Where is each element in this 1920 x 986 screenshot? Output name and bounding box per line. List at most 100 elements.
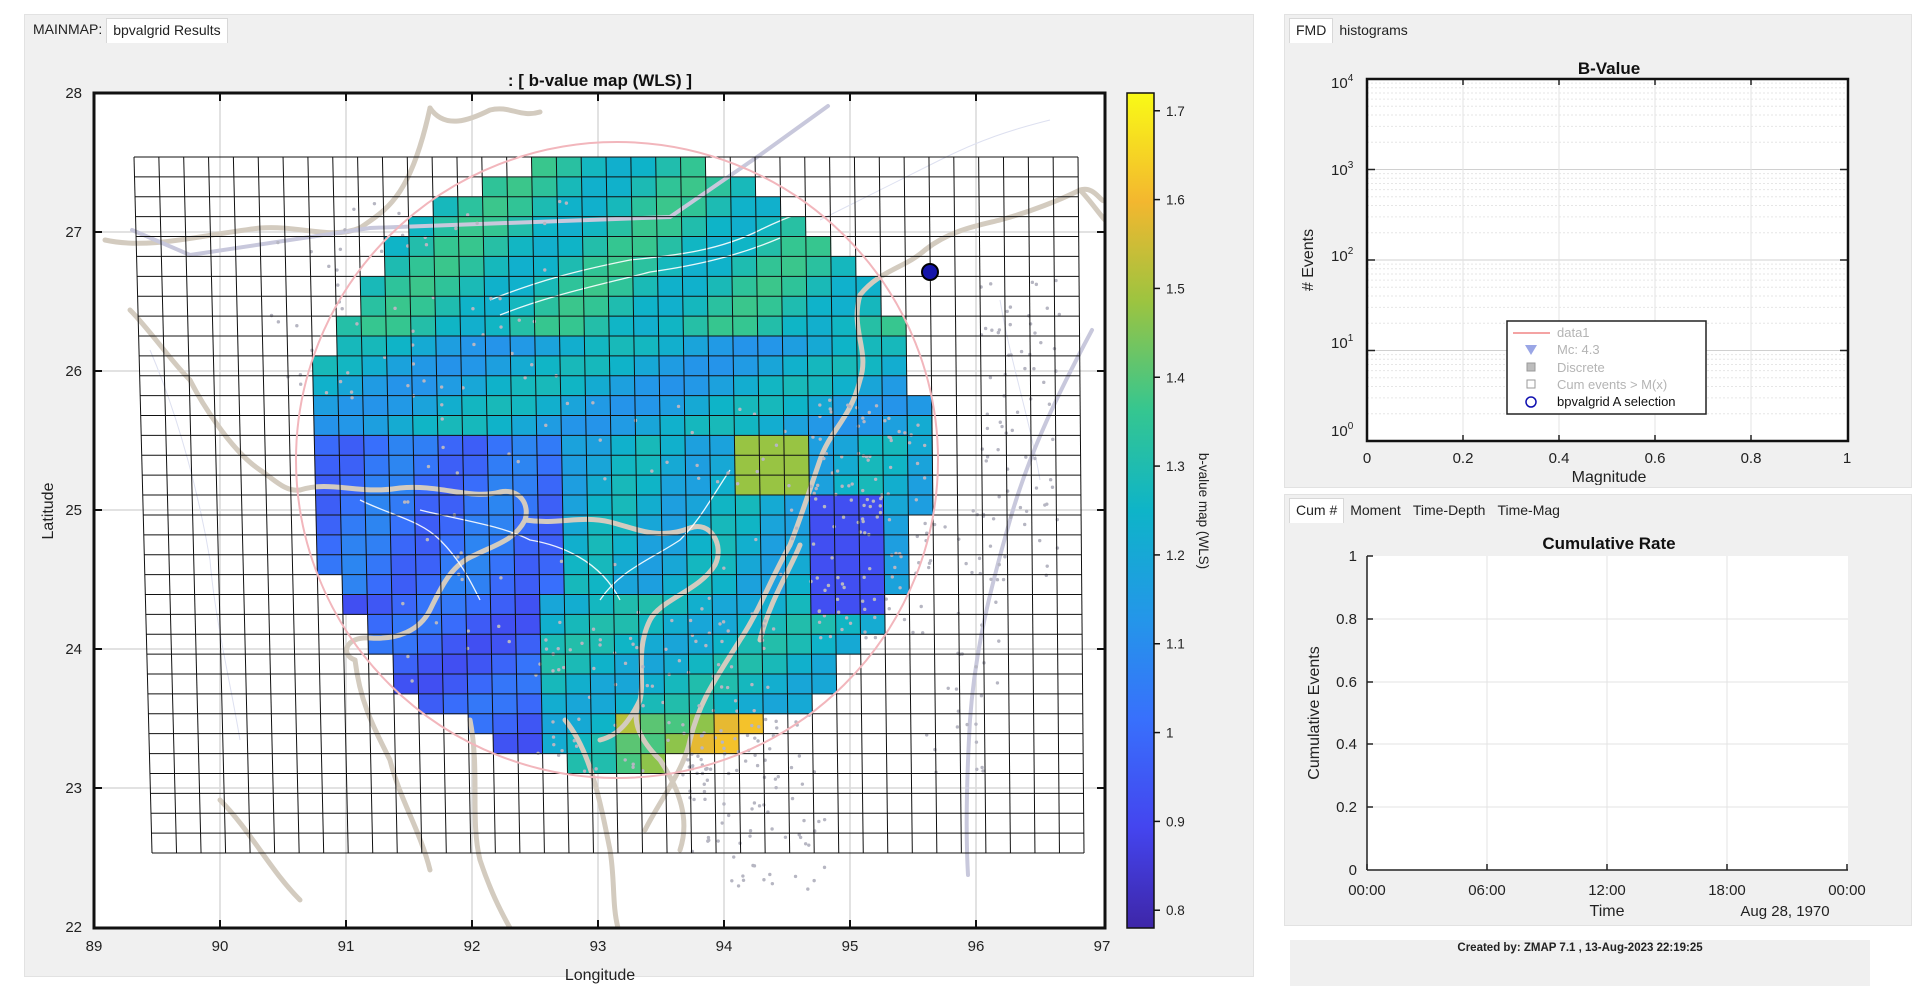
legend-label-data1: data1 bbox=[1557, 325, 1590, 340]
earthquake-events bbox=[269, 199, 1062, 891]
y-tick-label: 103 bbox=[1331, 160, 1354, 179]
creator-text: Created by: ZMAP 7.1 , 13-Aug-2023 22:19… bbox=[1457, 942, 1703, 954]
legend-label-mc: Mc: 4.3 bbox=[1557, 342, 1600, 357]
fmd-panel: FMD histograms B-Value 0 0.2 0.4 0.6 0.8… bbox=[1284, 14, 1912, 488]
legend-triangle-icon bbox=[1525, 345, 1537, 355]
y-tick-label: 101 bbox=[1331, 333, 1354, 352]
cumulative-figure: Cumulative Rate 1 0.8 0.6 0.4 0.2 0 00:0… bbox=[1306, 534, 1866, 920]
colorbar-tick-label: 1.4 bbox=[1166, 370, 1185, 385]
y-tick-label: 28 bbox=[65, 85, 82, 102]
legend-label-selection: bpvalgrid A selection bbox=[1557, 394, 1676, 409]
colorbar-tick-label: 1.7 bbox=[1166, 104, 1185, 119]
b-value-map-figure: : [ b-value map (WLS) ] bbox=[40, 71, 1211, 984]
colorbar-ticks: 1.7 1.6 1.5 1.4 1.3 1.2 1.1 1 0.9 0.8 bbox=[1154, 104, 1185, 918]
x-tick-label: 95 bbox=[842, 938, 859, 955]
x-tick-label: 1 bbox=[1843, 450, 1851, 467]
cumulative-x-ticklabels: 00:00 06:00 12:00 18:00 00:00 bbox=[1348, 882, 1866, 899]
cum-tabbar: Cum # Moment Time-Depth Time-Mag bbox=[1289, 497, 1566, 523]
fault-lines bbox=[130, 104, 1094, 877]
colorbar-tick-label: 1.2 bbox=[1166, 548, 1185, 563]
selection-circle bbox=[295, 141, 939, 779]
tab-moment[interactable]: Moment bbox=[1350, 502, 1401, 518]
y-tick-label: 23 bbox=[65, 780, 82, 797]
b-value-cells bbox=[312, 157, 934, 774]
y-tick-label: 102 bbox=[1331, 246, 1354, 265]
cumulative-date-label: Aug 28, 1970 bbox=[1740, 903, 1829, 920]
map-x-ticklabels: 89 90 91 92 93 94 95 96 97 bbox=[86, 938, 1111, 955]
cum-panel: Cum # Moment Time-Depth Time-Mag Cumulat… bbox=[1284, 494, 1912, 926]
colorbar-tick-label: 0.8 bbox=[1166, 903, 1185, 918]
fmd-tabbar: FMD histograms bbox=[1289, 17, 1414, 43]
x-tick-label: 00:00 bbox=[1348, 882, 1386, 899]
y-tick-label: 0.8 bbox=[1336, 611, 1357, 628]
x-tick-label: 90 bbox=[212, 938, 229, 955]
colorbar-tick-label: 1.1 bbox=[1166, 637, 1185, 652]
colorbar-tick-label: 1.3 bbox=[1166, 459, 1185, 474]
x-tick-label: 94 bbox=[716, 938, 733, 955]
legend-square-open-icon bbox=[1526, 379, 1536, 389]
y-tick-label: 27 bbox=[65, 224, 82, 241]
cumulative-ticks bbox=[1366, 555, 1848, 871]
tab-histograms[interactable]: histograms bbox=[1339, 22, 1408, 38]
map-xlabel: Longitude bbox=[565, 967, 635, 984]
map-y-ticklabels: 28 27 26 25 24 23 22 bbox=[65, 85, 82, 936]
y-tick-label: 26 bbox=[65, 363, 82, 380]
x-tick-label: 91 bbox=[338, 938, 355, 955]
cumulative-title: Cumulative Rate bbox=[1542, 534, 1675, 553]
map-ylabel: Latitude bbox=[40, 482, 57, 539]
x-tick-label: 06:00 bbox=[1468, 882, 1506, 899]
x-tick-label: 0 bbox=[1363, 450, 1371, 467]
bvalue-y-ticklabels: 104 103 102 101 100 bbox=[1331, 73, 1354, 440]
x-tick-label: 0.6 bbox=[1645, 450, 1666, 467]
tab-bpvalgrid-results[interactable]: bpvalgrid Results bbox=[106, 18, 228, 43]
x-tick-label: 12:00 bbox=[1588, 882, 1626, 899]
y-tick-label: 0.6 bbox=[1336, 674, 1357, 691]
x-tick-label: 92 bbox=[464, 938, 481, 955]
colorbar[interactable] bbox=[1126, 92, 1155, 929]
bvalue-legend[interactable]: data1 Mc: 4.3 Discrete Cum events > M(x)… bbox=[1506, 320, 1707, 415]
y-tick-label: 104 bbox=[1331, 73, 1354, 92]
x-tick-label: 0.2 bbox=[1453, 450, 1474, 467]
legend-circle-icon bbox=[1525, 396, 1537, 408]
bvalue-figure: B-Value 0 0.2 0.4 0.6 0.8 1 104 103 102 … bbox=[1300, 59, 1851, 485]
bvalue-x-ticklabels: 0 0.2 0.4 0.6 0.8 1 bbox=[1363, 450, 1851, 467]
bvalue-title: B-Value bbox=[1578, 59, 1640, 78]
colorbar-tick-label: 1.6 bbox=[1166, 193, 1185, 208]
tab-time-depth[interactable]: Time-Depth bbox=[1412, 502, 1486, 518]
map-tab-prefix: MAINMAP: bbox=[33, 21, 103, 37]
y-tick-label: 22 bbox=[65, 919, 82, 936]
tab-fmd[interactable]: FMD bbox=[1289, 18, 1334, 43]
cumulative-gridlines bbox=[1367, 556, 1848, 870]
x-tick-label: 0.4 bbox=[1549, 450, 1570, 467]
x-tick-label: 93 bbox=[590, 938, 607, 955]
colorbar-tick-label: 1 bbox=[1166, 726, 1174, 741]
tab-time-mag[interactable]: Time-Mag bbox=[1497, 502, 1560, 518]
legend-label-discrete: Discrete bbox=[1557, 360, 1605, 375]
bvalue-ylabel: # Events bbox=[1300, 229, 1317, 291]
y-tick-label: 1 bbox=[1349, 548, 1357, 565]
y-tick-label: 24 bbox=[65, 641, 82, 658]
rivers bbox=[359, 204, 821, 601]
map-title: : [ b-value map (WLS) ] bbox=[508, 71, 692, 90]
cumulative-ylabel: Cumulative Events bbox=[1306, 646, 1323, 779]
map-tabbar: MAINMAP: bpvalgrid Results bbox=[29, 17, 228, 43]
colorbar-label: b-value map (WLS) bbox=[1196, 453, 1211, 569]
colorbar-tick-label: 1.5 bbox=[1166, 281, 1185, 296]
map-ticks bbox=[94, 93, 1105, 928]
x-tick-label: 00:00 bbox=[1828, 882, 1866, 899]
x-tick-label: 97 bbox=[1094, 938, 1111, 955]
y-tick-label: 0 bbox=[1349, 862, 1357, 879]
creator-footer: Created by: ZMAP 7.1 , 13-Aug-2023 22:19… bbox=[1290, 940, 1870, 986]
cumulative-y-ticklabels: 1 0.8 0.6 0.4 0.2 0 bbox=[1336, 548, 1357, 879]
selection-marker[interactable] bbox=[921, 263, 939, 281]
tab-cum[interactable]: Cum # bbox=[1289, 498, 1345, 523]
legend-label-cum-events: Cum events > M(x) bbox=[1557, 377, 1667, 392]
colorbar-tick-label: 0.9 bbox=[1166, 814, 1185, 829]
computation-grid bbox=[133, 156, 1085, 854]
cumulative-xlabel: Time bbox=[1590, 903, 1625, 920]
y-tick-label: 0.2 bbox=[1336, 799, 1357, 816]
x-tick-label: 89 bbox=[86, 938, 103, 955]
y-tick-label: 100 bbox=[1331, 421, 1354, 440]
x-tick-label: 96 bbox=[968, 938, 985, 955]
bvalue-xlabel: Magnitude bbox=[1572, 469, 1647, 485]
